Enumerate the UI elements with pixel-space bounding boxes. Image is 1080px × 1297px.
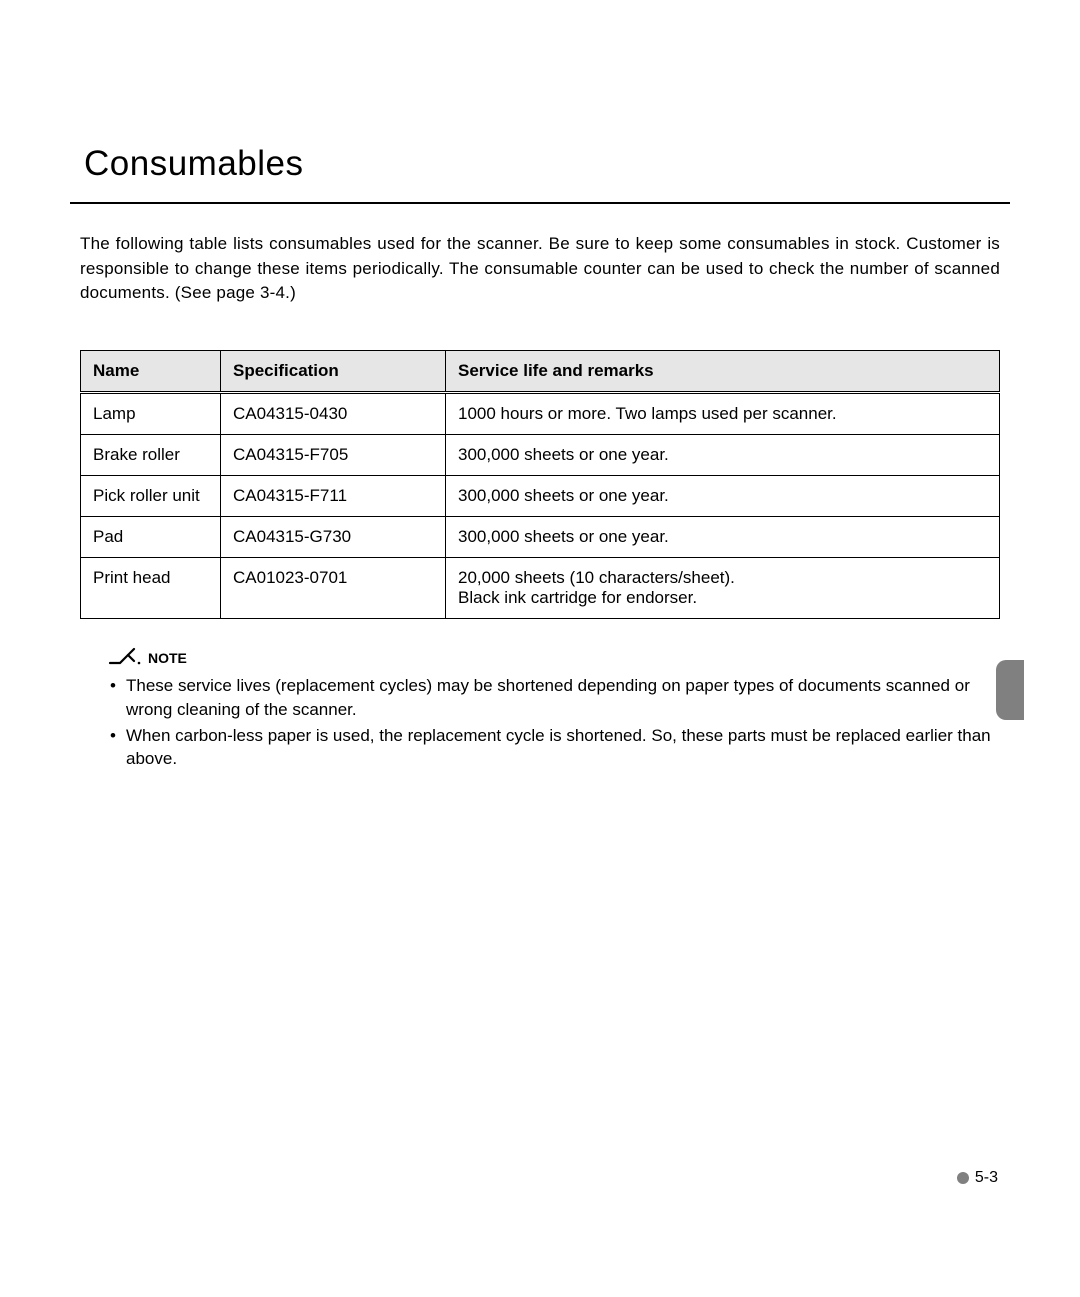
- consumables-table: Name Specification Service life and rema…: [80, 350, 1000, 619]
- note-header: NOTE: [108, 647, 1000, 670]
- intro-paragraph: The following table lists consumables us…: [80, 232, 1000, 306]
- cell-spec: CA01023-0701: [221, 557, 446, 618]
- cell-name: Lamp: [81, 392, 221, 434]
- col-header-name: Name: [81, 350, 221, 392]
- note-list: These service lives (replacement cycles)…: [108, 674, 1000, 771]
- page-number: 5-3: [957, 1169, 998, 1187]
- note-item: When carbon-less paper is used, the repl…: [108, 724, 1000, 772]
- cell-remarks: 300,000 sheets or one year.: [446, 475, 1000, 516]
- page-body: Consumables The following table lists co…: [0, 0, 1080, 771]
- cell-name: Print head: [81, 557, 221, 618]
- cell-spec: CA04315-G730: [221, 516, 446, 557]
- cell-name: Brake roller: [81, 434, 221, 475]
- section-tab: [996, 660, 1024, 720]
- note-block: NOTE These service lives (replacement cy…: [108, 647, 1000, 771]
- cell-remarks: 1000 hours or more. Two lamps used per s…: [446, 392, 1000, 434]
- table-row: Pick roller unit CA04315-F711 300,000 sh…: [81, 475, 1000, 516]
- page-number-text: 5-3: [975, 1169, 998, 1187]
- pencil-icon: [108, 647, 142, 670]
- cell-name: Pad: [81, 516, 221, 557]
- note-label: NOTE: [148, 650, 187, 666]
- col-header-spec: Specification: [221, 350, 446, 392]
- cell-spec: CA04315-F711: [221, 475, 446, 516]
- title-rule: [70, 202, 1010, 204]
- table-header-row: Name Specification Service life and rema…: [81, 350, 1000, 392]
- cell-name: Pick roller unit: [81, 475, 221, 516]
- cell-spec: CA04315-0430: [221, 392, 446, 434]
- page-title: Consumables: [84, 144, 1000, 184]
- cell-spec: CA04315-F705: [221, 434, 446, 475]
- table-row: Brake roller CA04315-F705 300,000 sheets…: [81, 434, 1000, 475]
- cell-remarks: 300,000 sheets or one year.: [446, 434, 1000, 475]
- cell-remarks: 20,000 sheets (10 characters/sheet). Bla…: [446, 557, 1000, 618]
- col-header-remarks: Service life and remarks: [446, 350, 1000, 392]
- table-row: Lamp CA04315-0430 1000 hours or more. Tw…: [81, 392, 1000, 434]
- table-row: Pad CA04315-G730 300,000 sheets or one y…: [81, 516, 1000, 557]
- table-row: Print head CA01023-0701 20,000 sheets (1…: [81, 557, 1000, 618]
- page-bullet-icon: [957, 1172, 969, 1184]
- cell-remarks: 300,000 sheets or one year.: [446, 516, 1000, 557]
- note-item: These service lives (replacement cycles)…: [108, 674, 1000, 722]
